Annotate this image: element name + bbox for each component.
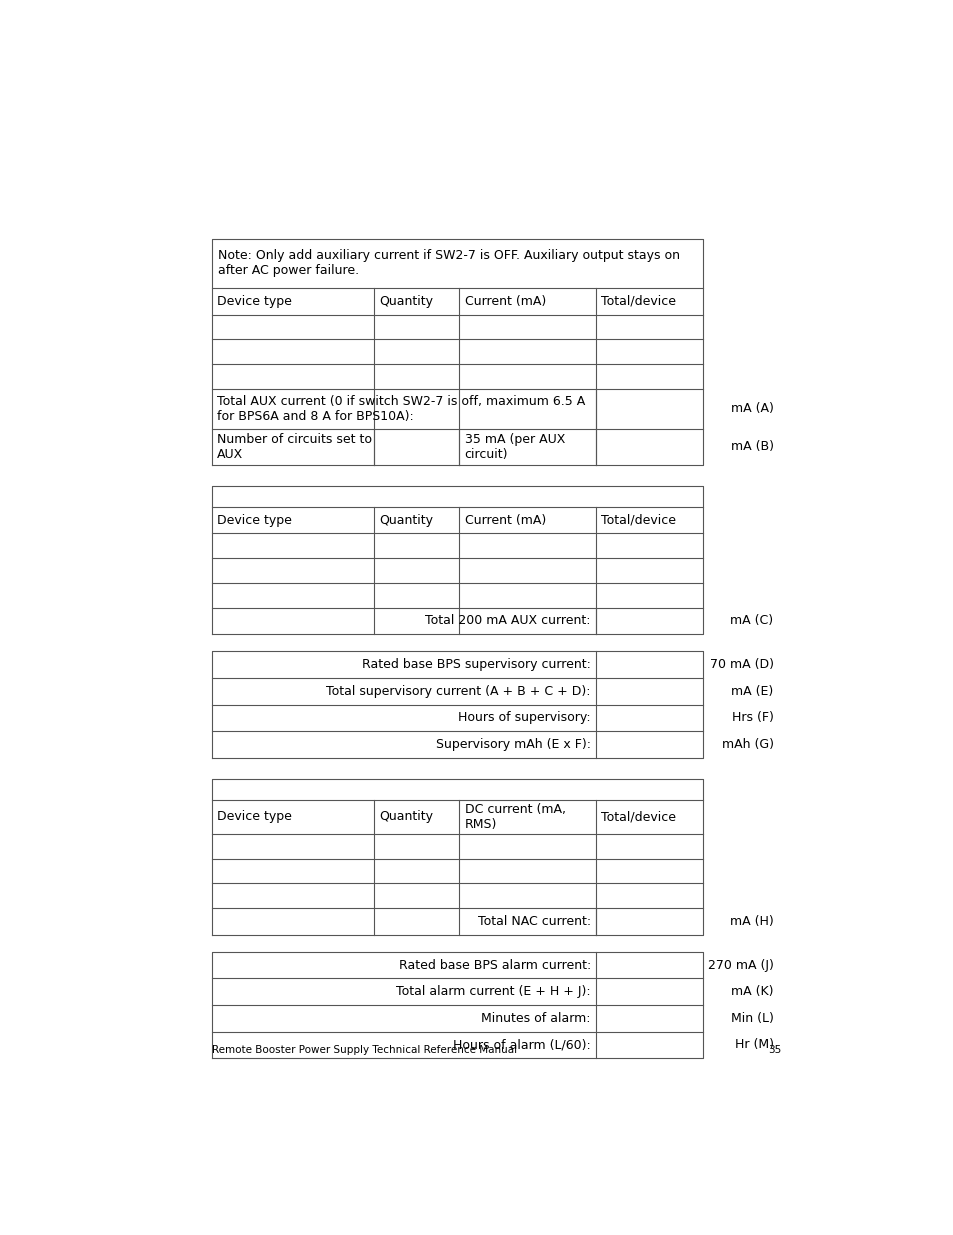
Text: Minutes of alarm:: Minutes of alarm: bbox=[481, 1011, 590, 1025]
Text: Quantity: Quantity bbox=[379, 810, 433, 824]
Text: mA (H): mA (H) bbox=[729, 915, 773, 927]
Text: 35: 35 bbox=[767, 1045, 781, 1055]
Text: 35 mA (per AUX
circuit): 35 mA (per AUX circuit) bbox=[464, 432, 564, 461]
Text: mA (K): mA (K) bbox=[730, 986, 773, 998]
Text: Rated base BPS supervisory current:: Rated base BPS supervisory current: bbox=[362, 658, 590, 671]
Text: Total supervisory current (A + B + C + D):: Total supervisory current (A + B + C + D… bbox=[326, 684, 590, 698]
Text: Device type: Device type bbox=[216, 810, 292, 824]
Text: Total alarm current (E + H + J):: Total alarm current (E + H + J): bbox=[395, 986, 590, 998]
Text: Device type: Device type bbox=[216, 514, 292, 526]
Text: Current (mA): Current (mA) bbox=[464, 295, 545, 308]
Text: Hours of supervisory:: Hours of supervisory: bbox=[457, 711, 590, 724]
Text: Total/device: Total/device bbox=[600, 810, 676, 824]
Text: mA (A): mA (A) bbox=[730, 403, 773, 415]
Text: mA (B): mA (B) bbox=[730, 441, 773, 453]
Text: Total NAC current:: Total NAC current: bbox=[477, 915, 590, 927]
Text: Total/device: Total/device bbox=[600, 514, 676, 526]
Text: Current (mA): Current (mA) bbox=[464, 514, 545, 526]
Text: Min (L): Min (L) bbox=[730, 1011, 773, 1025]
Text: Quantity: Quantity bbox=[379, 295, 433, 308]
Text: DC current (mA,
RMS): DC current (mA, RMS) bbox=[464, 803, 565, 831]
Text: mA (E): mA (E) bbox=[731, 684, 773, 698]
Text: Hrs (F): Hrs (F) bbox=[731, 711, 773, 724]
Text: Device type: Device type bbox=[216, 295, 292, 308]
Text: Hr (M): Hr (M) bbox=[734, 1039, 773, 1051]
Text: Rated base BPS alarm current:: Rated base BPS alarm current: bbox=[398, 958, 590, 972]
Text: mA (C): mA (C) bbox=[730, 614, 773, 627]
Text: Note: Only add auxiliary current if SW2-7 is OFF. Auxiliary output stays on
afte: Note: Only add auxiliary current if SW2-… bbox=[217, 249, 679, 278]
Text: mAh (G): mAh (G) bbox=[720, 739, 773, 751]
Text: Total/device: Total/device bbox=[600, 295, 676, 308]
Text: Total 200 mA AUX current:: Total 200 mA AUX current: bbox=[425, 614, 590, 627]
Text: Quantity: Quantity bbox=[379, 514, 433, 526]
Text: Hours of alarm (L/60):: Hours of alarm (L/60): bbox=[453, 1039, 590, 1051]
Text: Supervisory mAh (E x F):: Supervisory mAh (E x F): bbox=[436, 739, 590, 751]
Text: Number of circuits set to
AUX: Number of circuits set to AUX bbox=[216, 432, 372, 461]
Text: 270 mA (J): 270 mA (J) bbox=[707, 958, 773, 972]
Text: Remote Booster Power Supply Technical Reference Manual: Remote Booster Power Supply Technical Re… bbox=[212, 1045, 517, 1055]
Text: 70 mA (D): 70 mA (D) bbox=[709, 658, 773, 671]
Text: Total AUX current (0 if switch SW2-7 is off, maximum 6.5 A
for BPS6A and 8 A for: Total AUX current (0 if switch SW2-7 is … bbox=[216, 395, 584, 422]
